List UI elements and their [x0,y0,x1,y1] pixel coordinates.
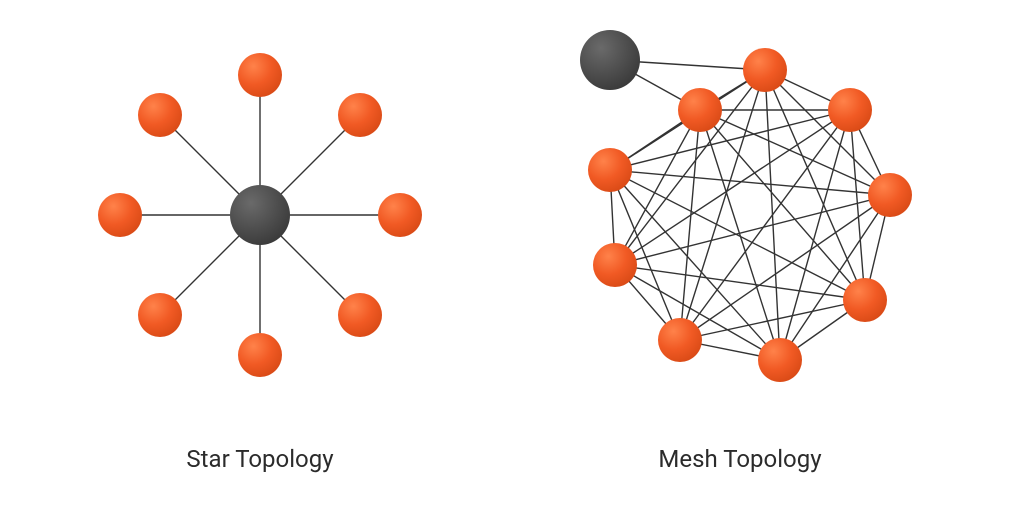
hub-node [580,30,640,90]
leaf-node [758,338,802,382]
leaf-node [138,93,182,137]
mesh-topology-caption: Mesh Topology [620,445,860,473]
star-topology-caption: Star Topology [140,445,380,473]
leaf-node [658,318,702,362]
edge [700,110,865,300]
leaf-node [678,88,722,132]
leaf-node [338,293,382,337]
edge [780,110,850,360]
edge [615,110,700,265]
edge [780,195,890,360]
hub-node [230,185,290,245]
topology-svg [0,0,1024,512]
diagram-stage: Star Topology Mesh Topology [0,0,1024,512]
nodes-layer [98,30,912,382]
leaf-node [378,193,422,237]
leaf-node [843,278,887,322]
leaf-node [868,173,912,217]
edge [615,265,865,300]
leaf-node [238,53,282,97]
leaf-node [593,243,637,287]
leaf-node [743,48,787,92]
leaf-node [98,193,142,237]
leaf-node [828,88,872,132]
edge [680,110,700,340]
leaf-node [238,333,282,377]
edge [680,110,850,340]
edge [765,70,890,195]
edge [615,195,890,265]
leaf-node [338,93,382,137]
leaf-node [588,148,632,192]
leaf-node [138,293,182,337]
